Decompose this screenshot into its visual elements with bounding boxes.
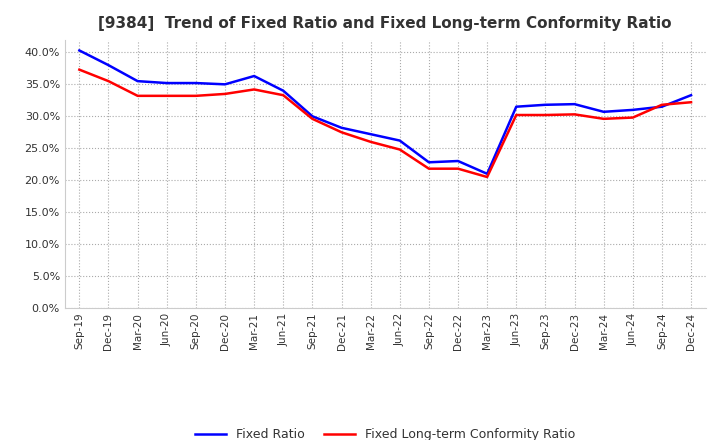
Fixed Long-term Conformity Ratio — [308, 116, 317, 121]
Fixed Long-term Conformity Ratio — [104, 78, 113, 84]
Fixed Ratio — [512, 104, 521, 109]
Fixed Long-term Conformity Ratio — [192, 93, 200, 99]
Fixed Long-term Conformity Ratio — [163, 93, 171, 99]
Fixed Ratio — [104, 62, 113, 68]
Fixed Ratio — [337, 125, 346, 130]
Fixed Long-term Conformity Ratio — [337, 130, 346, 135]
Fixed Ratio — [308, 114, 317, 119]
Fixed Ratio — [250, 73, 258, 79]
Fixed Ratio — [570, 102, 579, 107]
Fixed Ratio — [192, 81, 200, 86]
Fixed Ratio — [133, 78, 142, 84]
Fixed Long-term Conformity Ratio — [250, 87, 258, 92]
Fixed Long-term Conformity Ratio — [366, 139, 375, 144]
Legend: Fixed Ratio, Fixed Long-term Conformity Ratio: Fixed Ratio, Fixed Long-term Conformity … — [195, 428, 575, 440]
Fixed Ratio — [541, 102, 550, 107]
Fixed Long-term Conformity Ratio — [395, 147, 404, 152]
Fixed Ratio — [279, 88, 287, 93]
Line: Fixed Ratio: Fixed Ratio — [79, 51, 691, 174]
Fixed Long-term Conformity Ratio — [629, 115, 637, 120]
Fixed Ratio — [395, 138, 404, 143]
Fixed Long-term Conformity Ratio — [133, 93, 142, 99]
Fixed Long-term Conformity Ratio — [687, 99, 696, 105]
Fixed Long-term Conformity Ratio — [220, 91, 229, 96]
Fixed Ratio — [425, 160, 433, 165]
Fixed Ratio — [599, 109, 608, 114]
Fixed Ratio — [629, 107, 637, 113]
Fixed Ratio — [366, 132, 375, 137]
Fixed Ratio — [454, 158, 462, 164]
Fixed Ratio — [687, 92, 696, 98]
Fixed Long-term Conformity Ratio — [570, 112, 579, 117]
Fixed Long-term Conformity Ratio — [483, 174, 492, 180]
Fixed Long-term Conformity Ratio — [599, 116, 608, 121]
Line: Fixed Long-term Conformity Ratio: Fixed Long-term Conformity Ratio — [79, 70, 691, 177]
Fixed Long-term Conformity Ratio — [75, 67, 84, 72]
Fixed Ratio — [483, 171, 492, 176]
Fixed Long-term Conformity Ratio — [512, 112, 521, 117]
Fixed Long-term Conformity Ratio — [425, 166, 433, 171]
Fixed Ratio — [75, 48, 84, 53]
Fixed Long-term Conformity Ratio — [454, 166, 462, 171]
Title: [9384]  Trend of Fixed Ratio and Fixed Long-term Conformity Ratio: [9384] Trend of Fixed Ratio and Fixed Lo… — [99, 16, 672, 32]
Fixed Long-term Conformity Ratio — [541, 112, 550, 117]
Fixed Ratio — [163, 81, 171, 86]
Fixed Long-term Conformity Ratio — [657, 102, 666, 107]
Fixed Ratio — [220, 82, 229, 87]
Fixed Long-term Conformity Ratio — [279, 92, 287, 98]
Fixed Ratio — [657, 104, 666, 109]
